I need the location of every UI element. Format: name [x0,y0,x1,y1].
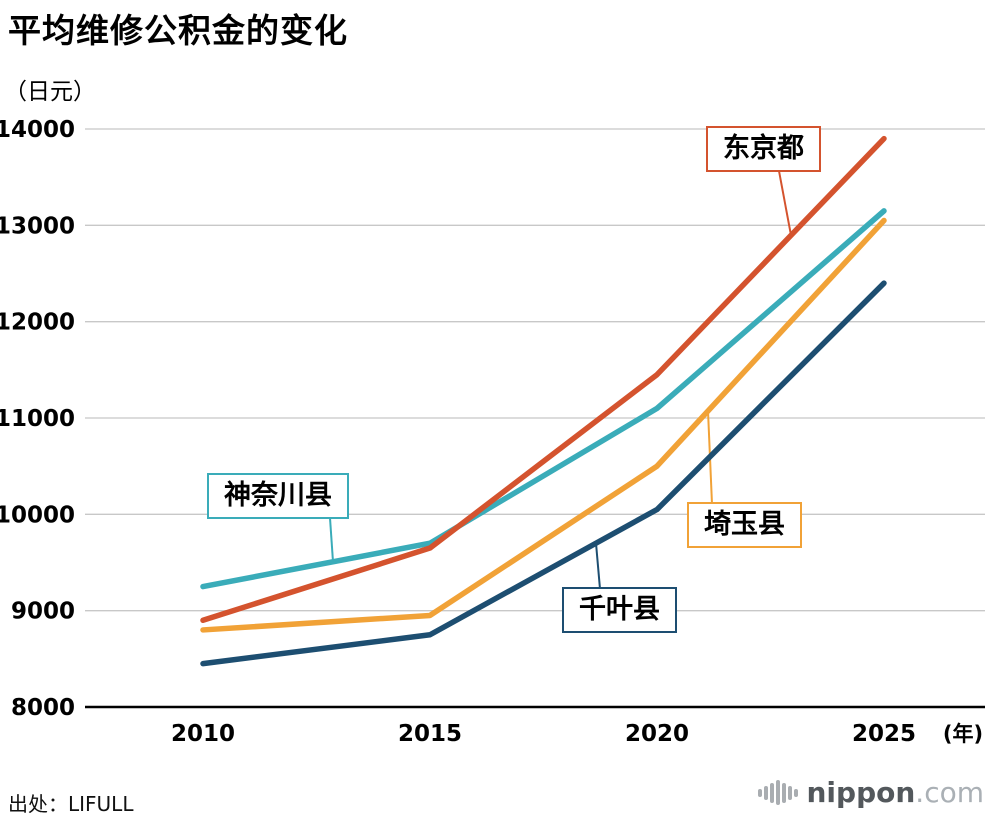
series-line [200,217,887,633]
series-line [200,208,887,590]
chart-title: 平均维修公积金的变化 [8,11,348,50]
source-label: 出处：LIFULL [8,792,134,816]
series-label-kanagawa: 神奈川县 [207,473,349,520]
y-tick-label: 11000 [0,406,75,432]
y-tick-label: 12000 [0,310,75,336]
series-label-tokyo: 东京都 [706,126,821,173]
x-tick-label: 2020 [625,721,689,747]
series-line [200,135,887,624]
x-tick-label: 2010 [171,721,235,747]
callout-leader-line [595,543,601,590]
logo-text-com: .com [915,776,984,809]
series-label-saitama: 埼玉县 [687,502,802,549]
series-label-chiba: 千叶县 [562,587,677,634]
y-tick-label: 10000 [0,502,75,528]
nippon-logo: nippon.com [758,776,984,809]
x-axis-unit-label: (年) [943,722,983,746]
soundwave-icon [758,780,798,805]
series-line [200,280,887,667]
logo-text-wrap: nippon.com [807,776,985,809]
y-tick-label: 8000 [11,695,75,721]
callout-leader-line [778,170,792,236]
logo-text-nippon: nippon [806,776,916,809]
x-tick-label: 2025 [852,721,916,747]
x-tick-label: 2015 [398,721,462,747]
y-tick-label: 9000 [11,599,75,625]
y-tick-label: 14000 [0,117,75,143]
callout-leader-line [329,517,334,562]
y-axis-unit-label: （日元） [4,79,96,105]
y-tick-label: 13000 [0,213,75,239]
